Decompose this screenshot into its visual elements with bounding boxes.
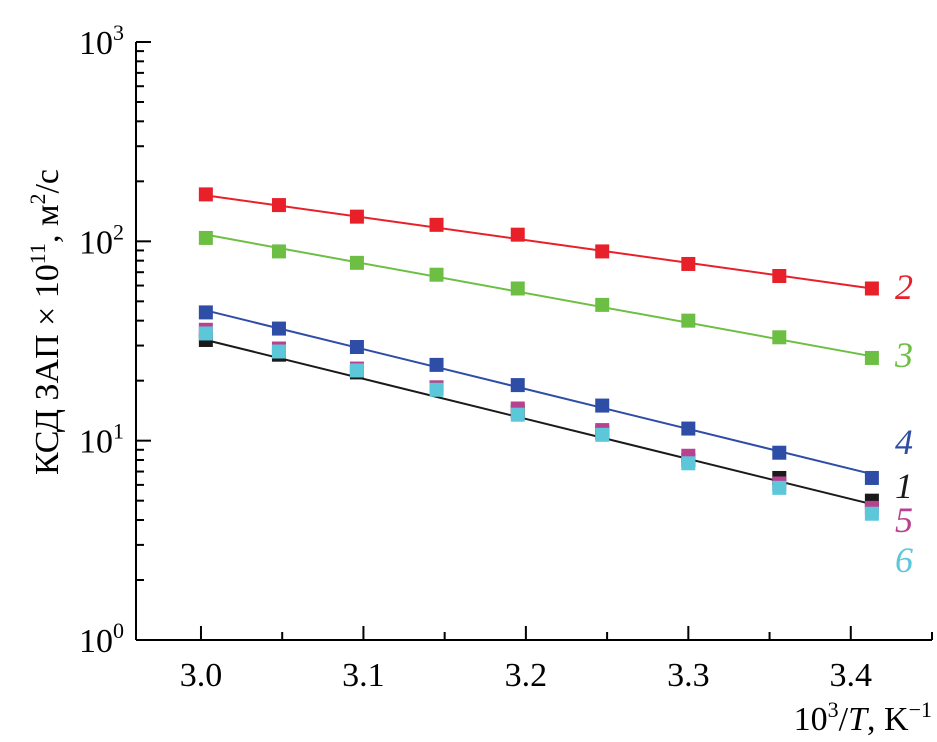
series-label-4: 4: [895, 422, 913, 462]
axes: 3.0 3.1 3.2 3.3 3.4 100 101 102 103: [79, 20, 933, 694]
point-series-3: [429, 267, 444, 282]
point-series-4: [681, 421, 696, 436]
y-tick-label: 101: [79, 419, 124, 461]
point-series-6: [429, 382, 444, 397]
point-series-4: [510, 378, 525, 393]
y-tick-label: 103: [79, 20, 124, 62]
point-series-6: [864, 506, 879, 521]
point-series-3: [772, 330, 787, 345]
x-tick-label: 3.3: [667, 657, 710, 694]
data-points: [198, 187, 879, 521]
point-series-2: [349, 209, 364, 224]
point-series-2: [681, 256, 696, 271]
point-series-2: [510, 227, 525, 242]
point-series-2: [864, 281, 879, 296]
point-series-3: [864, 350, 879, 365]
y-tick-label: 102: [79, 219, 124, 261]
point-series-2: [772, 269, 787, 284]
point-series-6: [198, 326, 213, 341]
x-tick-label: 3.2: [505, 657, 548, 694]
point-series-3: [198, 230, 213, 245]
point-series-4: [271, 321, 286, 336]
y-axis-title: КСД ЗАП × 1011, м2/с: [25, 169, 66, 475]
point-series-2: [271, 198, 286, 213]
point-series-2: [595, 244, 610, 259]
point-series-3: [681, 313, 696, 328]
point-series-6: [681, 456, 696, 471]
point-series-2: [429, 217, 444, 232]
fit-line-1: [205, 339, 873, 506]
point-series-4: [198, 305, 213, 320]
point-series-6: [271, 344, 286, 359]
series-label-5: 5: [895, 500, 913, 540]
fit-line-4: [205, 309, 873, 476]
fit-line-3: [205, 233, 873, 358]
point-series-4: [595, 398, 610, 413]
y-tick-label: 100: [79, 618, 124, 660]
x-tick-label: 3.1: [342, 657, 385, 694]
x-tick-label: 3.0: [180, 657, 223, 694]
point-series-3: [510, 281, 525, 296]
point-series-2: [198, 187, 213, 202]
point-series-4: [349, 340, 364, 355]
point-series-6: [510, 407, 525, 422]
series-label-6: 6: [895, 540, 913, 580]
point-series-6: [349, 363, 364, 378]
fit-line-2: [205, 194, 873, 290]
series-label-1: 1: [895, 466, 913, 506]
series-label-2: 2: [895, 267, 913, 307]
x-tick-label: 3.4: [830, 657, 873, 694]
point-series-6: [595, 427, 610, 442]
x-axis-title: 103/T, K−1: [794, 697, 932, 738]
point-series-3: [595, 297, 610, 312]
point-series-6: [772, 480, 787, 495]
point-series-4: [772, 445, 787, 460]
series-label-3: 3: [894, 335, 913, 375]
point-series-4: [864, 470, 879, 485]
point-series-3: [271, 244, 286, 259]
fit-lines: [205, 194, 873, 506]
point-series-4: [429, 357, 444, 372]
point-series-3: [349, 255, 364, 270]
